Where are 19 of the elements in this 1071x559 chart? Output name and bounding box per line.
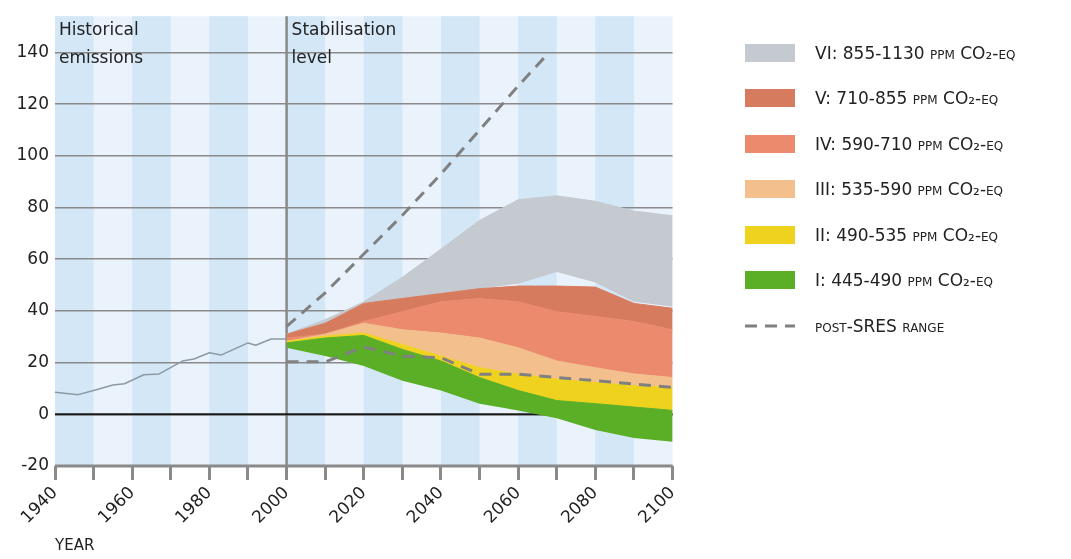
annotation: Historical emissions xyxy=(59,19,144,68)
y-tick-label: 40 xyxy=(27,299,49,320)
y-tick-label: 140 xyxy=(16,40,49,61)
y-tick-label: -20 xyxy=(21,454,49,475)
legend-label: III: 535-590 ppm CO₂-eq xyxy=(815,179,1004,200)
y-tick-label: 0 xyxy=(38,402,49,423)
y-tick-label: 60 xyxy=(27,247,49,268)
legend-label: I: 445-490 ppm CO₂-eq xyxy=(815,270,994,291)
legend-label: VI: 855-1130 ppm CO₂-eq xyxy=(815,42,1016,63)
y-tick-label: 80 xyxy=(27,195,49,216)
legend-label: post-SRES range xyxy=(815,315,945,336)
x-axis-title: YEAR xyxy=(54,535,95,554)
legend-label: IV: 590-710 ppm CO₂-eq xyxy=(815,133,1004,154)
y-tick-label: 20 xyxy=(27,351,49,372)
legend-label: V: 710-855 ppm CO₂-eq xyxy=(815,88,999,109)
legend-label: II: 490-535 ppm CO₂-eq xyxy=(815,224,999,245)
y-tick-label: 120 xyxy=(16,92,49,113)
y-tick-label: 100 xyxy=(16,144,49,165)
annotation: Stabilisation level xyxy=(291,19,397,68)
